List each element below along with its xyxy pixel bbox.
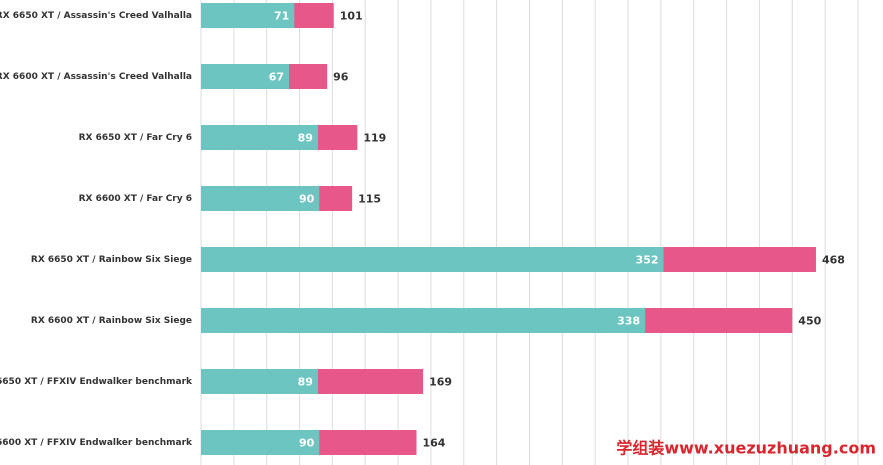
y-tick-label: RX 6650 XT / Assassin's Creed Valhalla — [0, 11, 192, 21]
bar — [201, 430, 320, 455]
value-label: 67 — [269, 71, 284, 84]
bar — [201, 125, 318, 150]
value-label: 96 — [333, 71, 349, 84]
value-label: 89 — [298, 132, 313, 145]
y-tick-label: RX 6650 XT / Far Cry 6 — [79, 133, 192, 143]
bar — [201, 186, 320, 211]
value-label: 119 — [363, 132, 386, 145]
value-label: 90 — [299, 193, 315, 206]
y-tick-label: RX 6600 XT / Rainbow Six Siege — [31, 316, 192, 326]
value-label: 90 — [299, 437, 315, 450]
bar — [201, 369, 318, 394]
y-tick-label: RX 6600 XT / FFXIV Endwalker benchmark — [0, 438, 193, 448]
y-tick-label: RX 6650 XT / Rainbow Six Siege — [31, 255, 192, 265]
value-label: 164 — [422, 437, 445, 450]
bar — [201, 308, 646, 333]
y-tick-label: RX 6650 XT / FFXIV Endwalker benchmark — [0, 377, 193, 387]
value-label: 169 — [429, 376, 452, 389]
value-label: 89 — [298, 376, 313, 389]
value-label: 101 — [340, 10, 363, 23]
value-label: 338 — [617, 315, 640, 328]
bar — [201, 3, 295, 28]
value-label: 352 — [636, 254, 659, 267]
value-label: 450 — [798, 315, 821, 328]
value-label: 468 — [822, 254, 845, 267]
y-tick-label: RX 6600 XT / Assassin's Creed Valhalla — [0, 72, 192, 82]
watermark: 学组装www.xuezuzhuang.com — [616, 439, 876, 458]
bar — [201, 247, 664, 272]
y-tick-label: RX 6600 XT / Far Cry 6 — [79, 194, 192, 204]
bar — [201, 64, 290, 89]
value-label: 115 — [358, 193, 381, 206]
value-label: 71 — [274, 10, 289, 23]
